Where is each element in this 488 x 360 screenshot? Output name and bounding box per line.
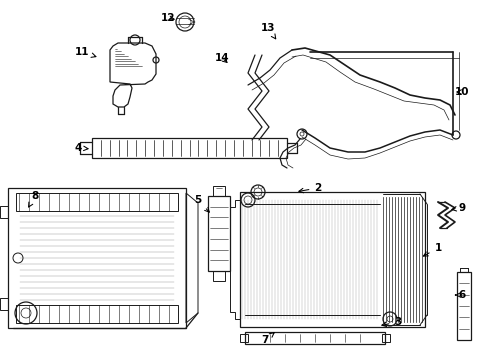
Text: 8: 8 (28, 191, 39, 207)
Text: 13: 13 (260, 23, 275, 39)
Text: 7: 7 (261, 333, 274, 345)
Text: 4: 4 (74, 143, 88, 153)
Text: 3: 3 (381, 317, 401, 327)
Text: 11: 11 (75, 47, 96, 57)
Text: 12: 12 (161, 13, 175, 23)
Text: 14: 14 (214, 53, 229, 63)
Text: 10: 10 (454, 87, 468, 97)
Text: 9: 9 (451, 203, 465, 213)
Text: 6: 6 (455, 290, 465, 300)
Text: 2: 2 (298, 183, 321, 193)
Text: 1: 1 (423, 243, 441, 256)
Text: 5: 5 (194, 195, 209, 212)
